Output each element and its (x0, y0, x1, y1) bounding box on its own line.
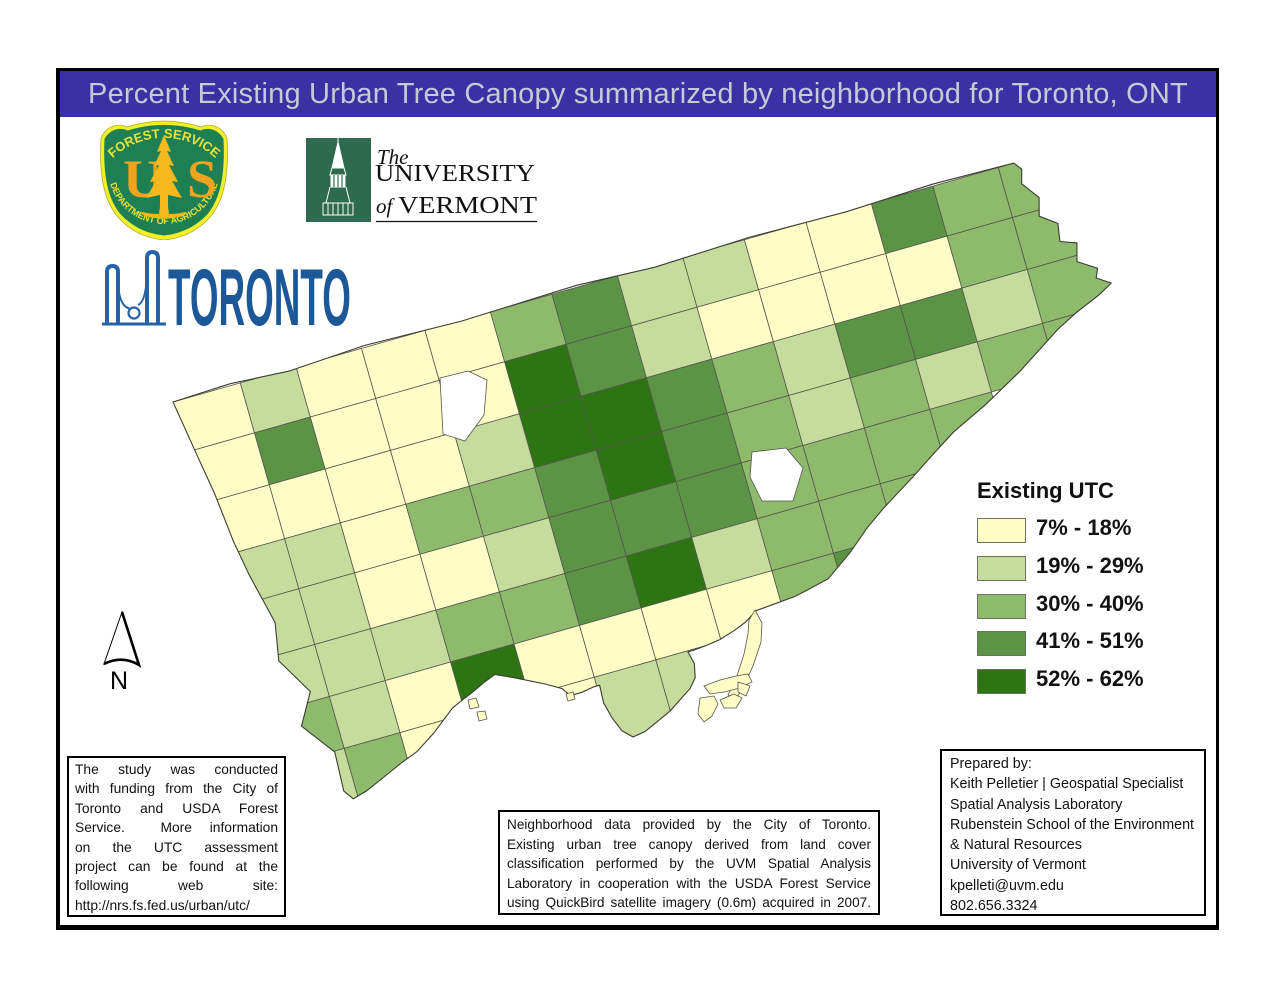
svg-text:UNIVERSITY: UNIVERSITY (375, 161, 535, 187)
svg-text:S: S (187, 149, 217, 209)
svg-text:N: N (110, 667, 128, 695)
svg-text:VERMONT: VERMONT (398, 193, 537, 219)
svg-text:TORONTO: TORONTO (168, 253, 351, 330)
svg-text:of: of (376, 194, 396, 218)
svg-text:The: The (377, 145, 409, 169)
